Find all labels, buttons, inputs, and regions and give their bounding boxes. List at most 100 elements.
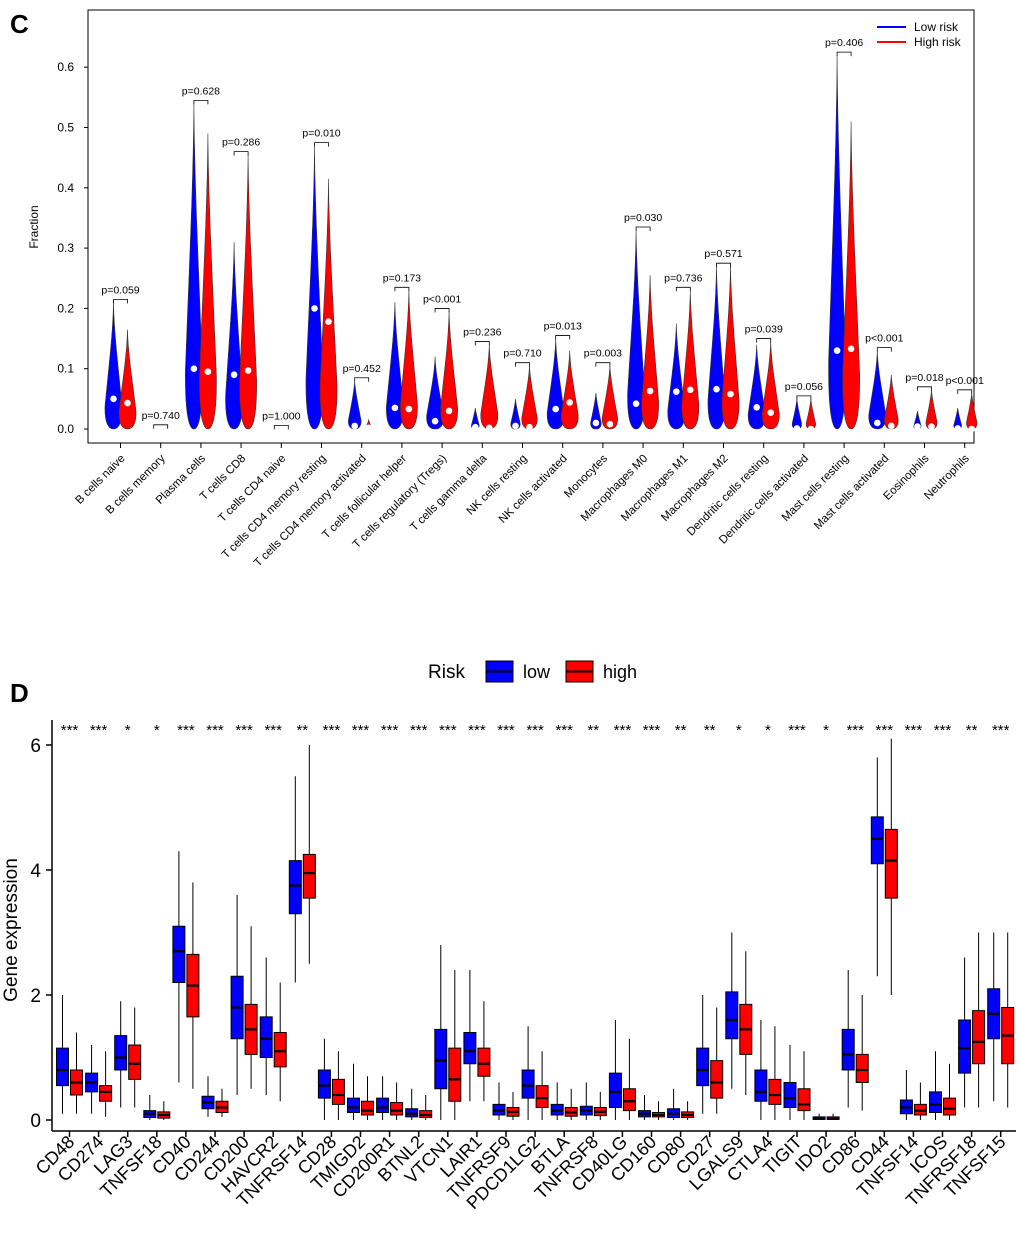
panel-d-marks: 0246***CD48***CD274*LAG3*TNFSF18***CD40*… bbox=[30, 722, 1015, 1213]
low-risk-median-point bbox=[431, 417, 439, 425]
pvalue-label: p=0.710 bbox=[503, 348, 541, 360]
low-box bbox=[114, 1035, 128, 1071]
legend-high-label: high bbox=[603, 662, 637, 682]
high-risk-median-point bbox=[445, 407, 453, 415]
low-box bbox=[434, 1028, 448, 1090]
high-box bbox=[535, 1085, 549, 1108]
significance-label: *** bbox=[905, 722, 923, 739]
c-ytick-label: 0.0 bbox=[57, 422, 74, 436]
panel-d-ylabel: Gene expression bbox=[1, 858, 22, 1002]
pvalue-label: p=0.286 bbox=[222, 137, 260, 149]
c-ytick-label: 0.5 bbox=[57, 121, 74, 135]
d-ytick-label: 2 bbox=[30, 986, 41, 1007]
low-risk-violin bbox=[828, 55, 846, 430]
low-box bbox=[288, 860, 302, 915]
high-risk-median-point bbox=[767, 409, 774, 417]
low-risk-violin bbox=[667, 323, 686, 430]
high-risk-median-point bbox=[888, 422, 895, 430]
significance-label: *** bbox=[206, 722, 224, 739]
high-box bbox=[448, 1047, 462, 1102]
panel-c-legend: Low risk High risk bbox=[877, 20, 962, 49]
high-risk-median-point bbox=[646, 387, 654, 395]
significance-label: *** bbox=[846, 722, 864, 739]
d-ytick-label: 4 bbox=[30, 861, 41, 882]
high-risk-violin bbox=[681, 290, 700, 430]
low-box bbox=[172, 925, 186, 983]
high-risk-median-point bbox=[727, 390, 734, 398]
pvalue-bracket bbox=[796, 395, 812, 400]
high-risk-violin bbox=[319, 178, 338, 430]
high-box bbox=[855, 1053, 869, 1083]
high-risk-violin bbox=[440, 311, 458, 430]
pvalue-bracket bbox=[555, 335, 571, 340]
c-xtick-label: Mast cells activated bbox=[812, 453, 891, 532]
c-ytick-label: 0.6 bbox=[57, 60, 74, 74]
high-risk-violin bbox=[239, 154, 257, 430]
high-box bbox=[302, 853, 316, 899]
low-box bbox=[783, 1082, 797, 1108]
low-box bbox=[259, 1016, 273, 1058]
high-risk-violin bbox=[601, 365, 618, 430]
high-box bbox=[273, 1032, 287, 1068]
pvalue-label: p=0.736 bbox=[664, 272, 702, 284]
significance-label: *** bbox=[876, 722, 894, 739]
panel-d-label: D bbox=[10, 678, 29, 708]
high-risk-violin bbox=[966, 392, 978, 430]
low-risk-median-point bbox=[833, 347, 841, 354]
c-xtick-label: T cells CD4 naive bbox=[216, 453, 288, 525]
low-risk-median-point bbox=[592, 419, 600, 427]
low-risk-median-point bbox=[914, 423, 921, 430]
high-risk-violin bbox=[641, 275, 659, 430]
pvalue-bracket bbox=[515, 362, 530, 367]
high-risk-violin bbox=[480, 344, 499, 430]
low-risk-median-point bbox=[753, 403, 760, 411]
pvalue-label: p=0.571 bbox=[704, 248, 742, 260]
low-risk-violin bbox=[348, 380, 362, 430]
high-risk-median-point bbox=[124, 399, 131, 407]
significance-label: *** bbox=[381, 722, 399, 739]
high-box bbox=[710, 1060, 724, 1099]
c-ytick-label: 0.4 bbox=[57, 181, 74, 195]
low-box bbox=[347, 1097, 360, 1113]
high-risk-violin bbox=[884, 374, 899, 430]
c-xtick-label: NK cells activated bbox=[497, 453, 570, 526]
high-risk-median-point bbox=[365, 424, 373, 432]
pvalue-label: p=0.003 bbox=[584, 348, 622, 360]
pvalue-label: p=0.628 bbox=[182, 85, 220, 97]
high-risk-median-point bbox=[566, 399, 573, 406]
significance-label: *** bbox=[555, 722, 573, 739]
pvalue-bracket bbox=[957, 389, 973, 394]
low-box bbox=[56, 1047, 69, 1087]
low-risk-violin bbox=[791, 398, 802, 430]
c-ytick-label: 0.3 bbox=[57, 241, 74, 255]
panel-c-plot-border bbox=[87, 9, 975, 444]
low-risk-violin bbox=[225, 242, 243, 430]
low-box bbox=[376, 1097, 390, 1113]
c-ytick-label: 0.1 bbox=[57, 362, 74, 376]
high-box bbox=[768, 1078, 782, 1105]
high-risk-violin bbox=[721, 266, 740, 430]
pvalue-bracket bbox=[675, 286, 691, 292]
low-box bbox=[521, 1069, 535, 1099]
high-box bbox=[477, 1047, 491, 1077]
low-risk-violin bbox=[707, 266, 726, 430]
low-risk-median-point bbox=[552, 405, 559, 413]
pvalue-label: p=0.010 bbox=[302, 128, 340, 140]
low-risk-median-point bbox=[793, 425, 801, 432]
high-box bbox=[128, 1044, 142, 1080]
significance-label: *** bbox=[264, 722, 282, 739]
high-risk-violin bbox=[560, 350, 579, 430]
high-risk-violin bbox=[925, 389, 938, 430]
pvalue-label: p=0.039 bbox=[745, 324, 783, 336]
high-box bbox=[884, 828, 898, 899]
high-risk-median-point bbox=[244, 367, 252, 374]
d-ytick-label: 6 bbox=[30, 736, 41, 757]
low-risk-median-point bbox=[150, 425, 157, 433]
significance-label: *** bbox=[643, 722, 661, 739]
pvalue-bracket bbox=[113, 298, 128, 304]
significance-label: *** bbox=[468, 722, 486, 739]
significance-label: ** bbox=[587, 722, 599, 739]
significance-label: *** bbox=[526, 722, 544, 739]
pvalue-label: p<0.001 bbox=[946, 375, 984, 387]
low-risk-median-point bbox=[632, 400, 640, 407]
